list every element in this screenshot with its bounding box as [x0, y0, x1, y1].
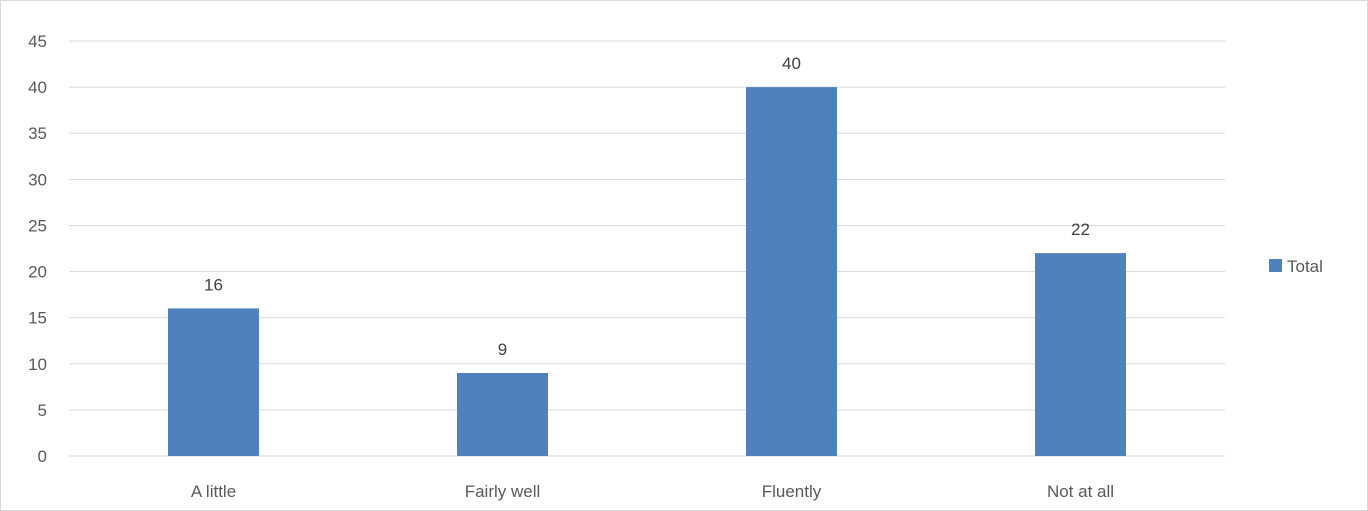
y-axis-ticks: 0 5 10 15 20 25 30 35 40 45 [28, 32, 47, 466]
bar [457, 373, 548, 456]
y-tick-label: 25 [28, 216, 47, 235]
data-label: 16 [204, 275, 223, 294]
data-label: 9 [498, 340, 507, 359]
legend-swatch [1269, 259, 1282, 272]
gridlines [69, 40, 1225, 457]
legend-label: Total [1287, 257, 1323, 276]
x-tick-label: Fluently [762, 482, 822, 501]
y-tick-label: 30 [28, 170, 47, 189]
y-tick-label: 15 [28, 309, 47, 328]
x-axis-ticks: A little Fairly well Fluently Not at all [191, 482, 1114, 501]
y-tick-label: 35 [28, 124, 47, 143]
y-tick-label: 5 [38, 401, 47, 420]
bars [168, 87, 1126, 456]
bar [1035, 253, 1126, 456]
y-tick-label: 10 [28, 355, 47, 374]
data-label: 40 [782, 54, 801, 73]
data-label: 22 [1071, 220, 1090, 239]
x-tick-label: Fairly well [465, 482, 541, 501]
bar [746, 87, 837, 456]
x-tick-label: A little [191, 482, 236, 501]
y-tick-label: 45 [28, 32, 47, 51]
y-tick-label: 20 [28, 263, 47, 282]
y-tick-label: 40 [28, 78, 47, 97]
bar [168, 308, 259, 456]
data-labels: 16 9 40 22 [204, 54, 1090, 359]
legend: Total [1269, 257, 1323, 276]
x-tick-label: Not at all [1047, 482, 1114, 501]
y-tick-label: 0 [38, 447, 47, 466]
